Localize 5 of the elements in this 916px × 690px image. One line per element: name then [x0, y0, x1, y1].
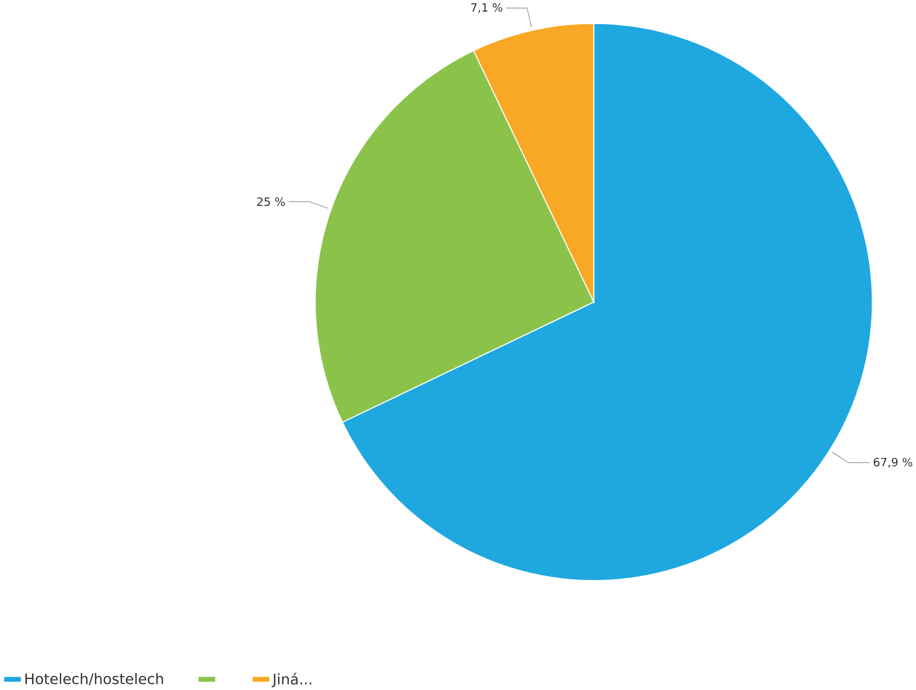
data-label: 25 % [257, 197, 285, 206]
data-label: 67,9 % [874, 458, 912, 468]
legend-label: Hotelech/hostelech [25, 672, 163, 686]
data-label: 7,1 % [471, 3, 502, 13]
legend-label: Jiná... [272, 672, 312, 688]
